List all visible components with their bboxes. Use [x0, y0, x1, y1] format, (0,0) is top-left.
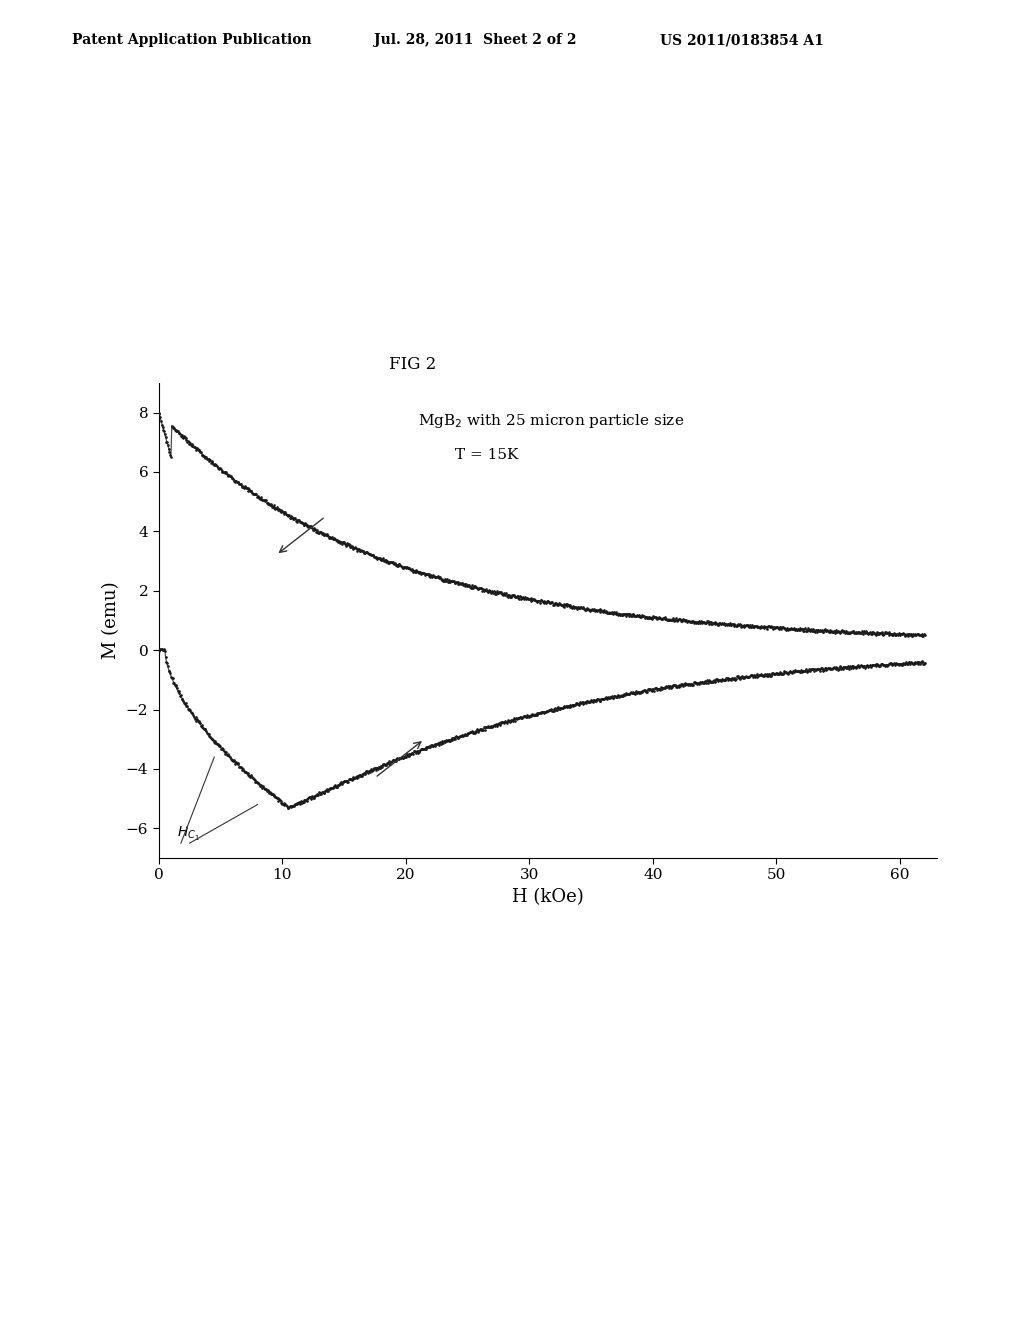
Text: FIG 2: FIG 2 [389, 356, 436, 374]
Text: Patent Application Publication: Patent Application Publication [72, 33, 311, 48]
X-axis label: H (kOe): H (kOe) [512, 888, 584, 906]
Text: $H_{C_1}$: $H_{C_1}$ [177, 825, 200, 843]
Text: Jul. 28, 2011  Sheet 2 of 2: Jul. 28, 2011 Sheet 2 of 2 [374, 33, 577, 48]
Y-axis label: M (emu): M (emu) [102, 582, 120, 659]
Text: T = 15K: T = 15K [456, 449, 518, 462]
Text: MgB$_2$ with 25 micron particle size: MgB$_2$ with 25 micron particle size [418, 412, 684, 430]
Text: US 2011/0183854 A1: US 2011/0183854 A1 [660, 33, 824, 48]
